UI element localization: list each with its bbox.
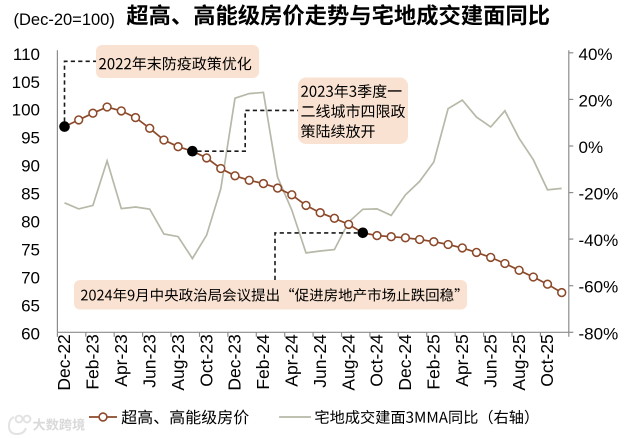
svg-text:0%: 0% (579, 138, 604, 157)
svg-text:Dec-23: Dec-23 (225, 334, 245, 390)
svg-text:Apr-25: Apr-25 (452, 334, 472, 387)
svg-text:40%: 40% (579, 45, 613, 64)
svg-text:110: 110 (13, 45, 40, 64)
svg-text:70: 70 (21, 268, 40, 287)
svg-text:Aug-23: Aug-23 (168, 334, 188, 390)
svg-text:60: 60 (21, 324, 40, 343)
svg-text:(Dec-20=100): (Dec-20=100) (14, 11, 115, 29)
svg-text:Aug-25: Aug-25 (509, 334, 529, 390)
svg-text:Dec-22: Dec-22 (54, 334, 74, 390)
svg-text:Oct-23: Oct-23 (196, 334, 216, 387)
svg-text:Oct-25: Oct-25 (537, 334, 557, 387)
svg-text:Jun-25: Jun-25 (480, 334, 500, 388)
svg-text:Feb-23: Feb-23 (83, 334, 103, 389)
svg-text:85: 85 (21, 185, 40, 204)
svg-text:65: 65 (21, 296, 40, 315)
svg-text:Apr-24: Apr-24 (282, 334, 302, 387)
svg-text:95: 95 (21, 129, 40, 148)
svg-text:Aug-24: Aug-24 (338, 334, 358, 391)
svg-text:Jun-23: Jun-23 (139, 334, 159, 388)
svg-text:Apr-23: Apr-23 (111, 334, 131, 387)
svg-text:105: 105 (12, 73, 40, 92)
svg-text:-60%: -60% (579, 278, 619, 297)
svg-text:Jun-24: Jun-24 (310, 334, 330, 388)
svg-text:80: 80 (21, 213, 40, 232)
svg-text:100: 100 (12, 101, 40, 120)
svg-text:20%: 20% (579, 91, 613, 110)
svg-text:90: 90 (21, 157, 40, 176)
svg-text:Feb-25: Feb-25 (424, 334, 444, 389)
svg-text:-20%: -20% (579, 185, 619, 204)
svg-text:Dec-24: Dec-24 (395, 334, 415, 391)
svg-text:-40%: -40% (579, 231, 619, 250)
svg-text:Feb-24: Feb-24 (253, 334, 273, 390)
svg-text:75: 75 (21, 241, 40, 260)
svg-text:Oct-24: Oct-24 (367, 334, 387, 387)
svg-text:-80%: -80% (579, 324, 619, 343)
